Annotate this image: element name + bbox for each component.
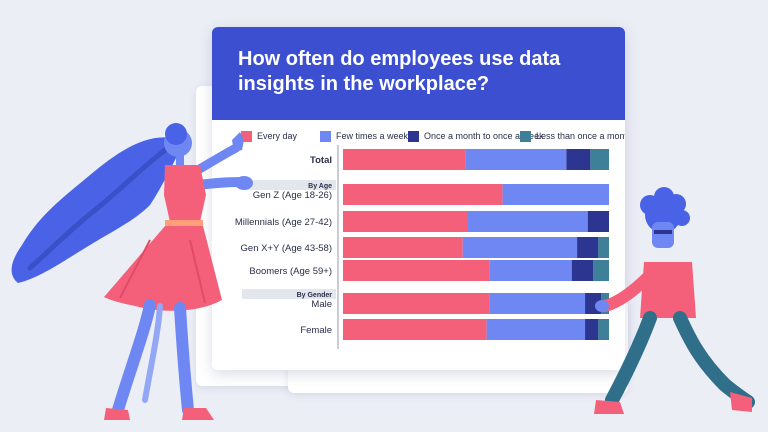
bar-segment — [468, 211, 588, 232]
chart-title: How often do employees use data insights… — [238, 48, 561, 95]
bar-segment — [585, 319, 599, 340]
category-label: Millennials (Age 27-42) — [235, 217, 332, 228]
legend-swatch — [520, 130, 531, 142]
category-label: Boomers (Age 59+) — [249, 266, 332, 277]
bar-segment — [343, 260, 490, 281]
legend-item-less-than-month: Less than once a month — [520, 129, 625, 143]
stacked-bar-chart: By Age By Gender Total Gen Z (Age 18-26) Mil… — [235, 145, 609, 349]
bar-segment — [343, 319, 487, 340]
legend-item-every-day: Every day — [241, 129, 297, 143]
legend-label: Less than once a month — [536, 131, 625, 141]
bar-segment — [486, 319, 586, 340]
bar-segment — [585, 293, 602, 314]
bar-segment — [343, 237, 463, 258]
category-label: Gen X+Y (Age 43-58) — [241, 243, 332, 254]
legend-label: Every day — [257, 131, 298, 141]
bar-segment — [601, 293, 609, 314]
chart-card: How often do employees use data insights… — [212, 27, 625, 370]
bar-segment — [587, 211, 609, 232]
chart-legend: Every day Few times a week Once a month … — [236, 129, 625, 145]
group-header-band — [242, 180, 336, 190]
group-header-band — [242, 289, 336, 299]
legend-label: Few times a week — [336, 131, 409, 141]
bar-segment — [598, 237, 609, 258]
category-label: Male — [311, 299, 332, 310]
card-header: How often do employees use data insights… — [212, 27, 625, 120]
legend-item-few-times-week: Few times a week — [320, 129, 408, 143]
bar-segment — [566, 149, 591, 170]
legend-swatch — [241, 130, 252, 142]
legend-swatch — [320, 130, 331, 142]
legend-label: Once a month to once a week — [424, 131, 544, 141]
bar-segment — [465, 149, 567, 170]
bar-segment — [571, 260, 594, 281]
bar-segment — [462, 237, 578, 258]
bar-segment — [598, 319, 609, 340]
bar-segment — [502, 184, 609, 205]
legend-item-once-month-week: Once a month to once a week — [408, 129, 544, 143]
bar-segment — [343, 211, 469, 232]
bar-segment — [343, 293, 490, 314]
bar-segment — [343, 149, 466, 170]
bar-segment — [590, 149, 609, 170]
legend-swatch — [408, 130, 419, 142]
bar-segment — [489, 293, 586, 314]
category-label: Total — [310, 155, 332, 166]
bar-segment — [577, 237, 599, 258]
category-label: Gen Z (Age 18-26) — [253, 190, 332, 201]
group-header-label: By Gender — [297, 292, 333, 299]
category-label: Female — [300, 325, 332, 336]
bar-segment — [593, 260, 609, 281]
group-header-label: By Age — [308, 183, 332, 190]
bar-segment — [343, 184, 503, 205]
bar-segment — [489, 260, 572, 281]
